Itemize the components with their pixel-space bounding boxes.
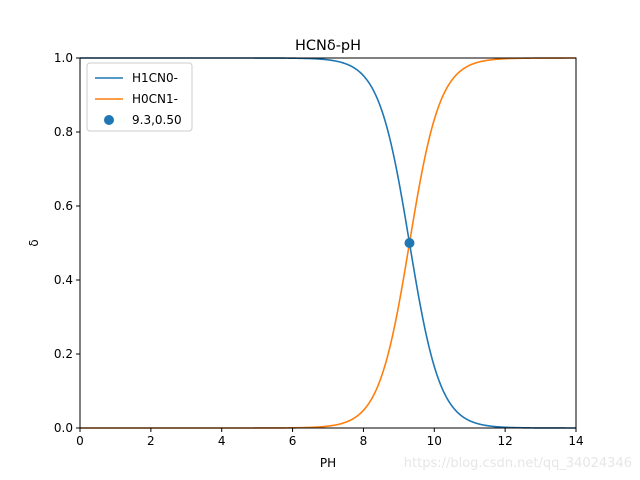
x-tick-label: 14 [568, 434, 583, 448]
legend-label-series-2: H0CN1- [132, 92, 178, 106]
legend-label-point-1: 9.3,0.50 [132, 113, 182, 127]
y-tick-label: 0.0 [54, 421, 73, 435]
x-axis-label: PH [320, 456, 336, 470]
data-point-1 [404, 238, 415, 248]
y-tick-label: 1.0 [54, 51, 73, 65]
x-axis-ticks: 0 2 4 6 8 10 12 14 [76, 428, 584, 448]
y-tick-label: 0.6 [54, 199, 73, 213]
x-tick-label: 10 [427, 434, 442, 448]
y-axis-ticks: 0.0 0.2 0.4 0.6 0.8 1.0 [54, 51, 80, 435]
x-tick-label: 0 [76, 434, 84, 448]
plot-frame [79, 57, 577, 429]
chart-title: HCNδ-pH [295, 38, 361, 54]
y-tick-label: 0.4 [54, 273, 73, 287]
y-axis-label: δ [27, 239, 41, 246]
y-tick-label: 0.8 [54, 125, 73, 139]
x-tick-label: 6 [289, 434, 297, 448]
points-layer [404, 238, 415, 248]
legend-box [86, 62, 193, 132]
x-tick-label: 2 [147, 434, 155, 448]
x-tick-label: 12 [498, 434, 513, 448]
x-tick-label: 4 [218, 434, 226, 448]
x-tick-label: 8 [360, 434, 368, 448]
legend: H1CN0- H0CN1- 9.3,0.50 [86, 62, 193, 132]
y-tick-label: 0.2 [54, 347, 73, 361]
legend-label-series-1: H1CN0- [132, 71, 178, 85]
watermark-text: https://blog.csdn.net/qq_34024346 [404, 456, 632, 471]
legend-swatch-point-1 [104, 115, 114, 125]
